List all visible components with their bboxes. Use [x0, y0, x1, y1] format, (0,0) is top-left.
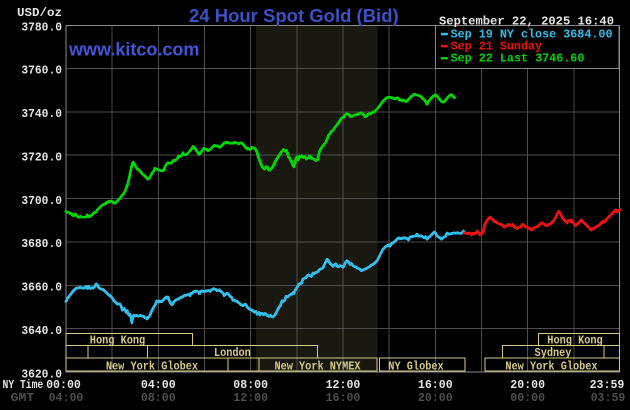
svg-text:Hong Kong: Hong Kong [90, 334, 145, 348]
svg-text:London: London [214, 346, 251, 360]
svg-text:www.kitco.com: www.kitco.com [68, 40, 199, 60]
svg-text:September 22, 2025 16:40: September 22, 2025 16:40 [439, 14, 614, 28]
svg-text:12:00: 12:00 [326, 378, 361, 392]
svg-text:Sep 19 NY close 3684.00: Sep 19 NY close 3684.00 [451, 27, 613, 41]
svg-text:04:00: 04:00 [141, 378, 176, 392]
svg-text:16:00: 16:00 [326, 391, 361, 405]
svg-text:3720.0: 3720.0 [21, 150, 62, 164]
svg-text:NY Globex: NY Globex [388, 360, 443, 374]
svg-text:00:00: 00:00 [510, 391, 545, 405]
svg-text:Sep 21 Sunday: Sep 21 Sunday [451, 39, 542, 53]
svg-text:Hong Kong: Hong Kong [547, 334, 602, 348]
svg-text:24 Hour Spot Gold (Bid): 24 Hour Spot Gold (Bid) [189, 5, 399, 26]
svg-text:Sep 22 Last 3746.60: Sep 22 Last 3746.60 [451, 52, 585, 66]
svg-text:NY Time: NY Time [3, 378, 44, 392]
svg-text:3620.0: 3620.0 [21, 367, 62, 381]
svg-text:3640.0: 3640.0 [21, 324, 62, 338]
svg-text:New York Globex: New York Globex [505, 360, 597, 374]
svg-text:08:00: 08:00 [141, 391, 176, 405]
svg-text:08:00: 08:00 [233, 378, 268, 392]
svg-text:USD/oz: USD/oz [17, 6, 62, 20]
svg-text:3740.0: 3740.0 [21, 107, 62, 121]
svg-text:New York NYMEX: New York NYMEX [274, 360, 361, 374]
svg-text:GMT: GMT [11, 391, 35, 405]
svg-text:00:00: 00:00 [46, 378, 81, 392]
svg-text:20:00: 20:00 [418, 391, 453, 405]
svg-text:04:00: 04:00 [49, 391, 84, 405]
svg-text:3700.0: 3700.0 [21, 194, 62, 208]
svg-text:03:59: 03:59 [591, 391, 626, 405]
svg-text:12:00: 12:00 [233, 391, 268, 405]
svg-text:3780.0: 3780.0 [21, 20, 62, 34]
svg-text:New York Globex: New York Globex [106, 360, 198, 374]
svg-text:3660.0: 3660.0 [21, 281, 62, 295]
svg-text:3680.0: 3680.0 [21, 237, 62, 251]
svg-text:23:59: 23:59 [590, 378, 625, 392]
svg-text:16:00: 16:00 [418, 378, 453, 392]
svg-text:3760.0: 3760.0 [21, 64, 62, 78]
svg-text:Sydney: Sydney [535, 346, 572, 360]
svg-text:20:00: 20:00 [510, 378, 545, 392]
